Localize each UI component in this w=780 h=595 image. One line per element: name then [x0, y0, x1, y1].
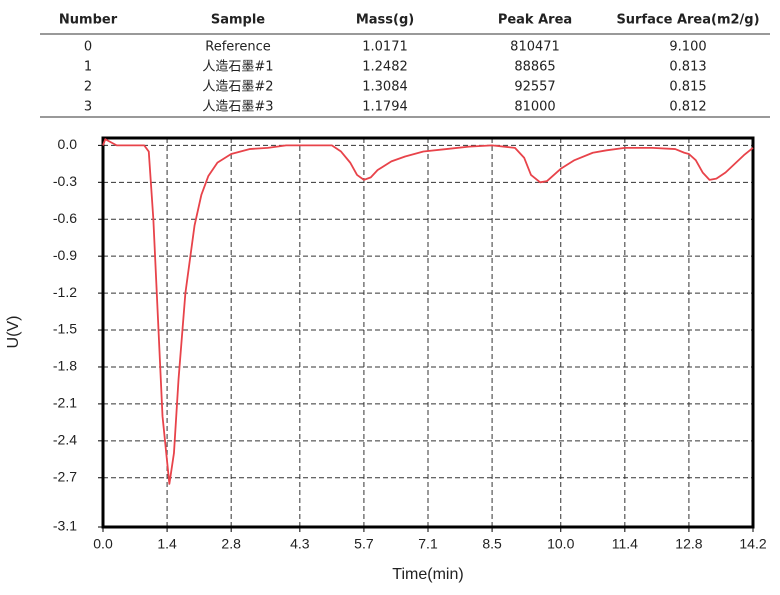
table-cell: 3 [84, 100, 92, 115]
x-tick-label: 0.0 [93, 536, 113, 552]
table-cell: 人造石墨#3 [202, 100, 273, 115]
table-cell: Reference [205, 40, 270, 55]
x-tick-label: 11.4 [612, 536, 638, 552]
x-tick-label: 12.8 [675, 536, 702, 552]
table-cell: 0 [84, 40, 92, 55]
x-axis-label: Time(min) [392, 566, 463, 583]
y-tick-label: -1.8 [53, 358, 77, 374]
table-cell: 2 [84, 80, 92, 95]
table-cell: 1.1794 [362, 100, 408, 115]
y-tick-label: -1.5 [53, 321, 77, 337]
x-tick-label: 1.4 [157, 536, 177, 552]
table-cell: 1.2482 [362, 60, 408, 75]
y-tick-label: -0.9 [53, 247, 77, 263]
table-cell: 1 [84, 60, 92, 75]
data-line [102, 138, 754, 485]
plot-frame [101, 136, 755, 529]
table-header: Surface Area(m2/g) [616, 13, 759, 28]
y-tick-label: -2.4 [53, 432, 77, 448]
y-axis-label: U(V) [5, 316, 22, 349]
table-cell: 810471 [510, 40, 560, 55]
x-tick-label: 4.3 [290, 536, 310, 552]
table-cell: 0.813 [669, 60, 706, 75]
table-header: Peak Area [498, 13, 572, 28]
y-tick-label: -1.2 [53, 284, 77, 300]
x-tick-label: 5.7 [354, 536, 374, 552]
table-cell: 人造石墨#2 [202, 80, 273, 95]
table-cell: 0.815 [669, 80, 706, 95]
y-tick-label: 0.0 [58, 136, 78, 152]
table-header: Number [59, 13, 118, 28]
table-header: Sample [211, 13, 265, 28]
x-tick-label: 8.5 [482, 536, 502, 552]
x-tick-label: 10.0 [547, 536, 574, 552]
y-tick-label: -0.6 [53, 210, 77, 226]
x-tick-label: 7.1 [418, 536, 438, 552]
table-cell: 92557 [514, 80, 555, 95]
table-cell: 88865 [514, 60, 555, 75]
y-tick-label: -0.3 [53, 173, 77, 189]
table-cell: 81000 [514, 100, 555, 115]
table-cell: 1.3084 [362, 80, 408, 95]
y-tick-label: -3.1 [53, 518, 77, 534]
table-cell: 人造石墨#1 [202, 60, 273, 75]
y-tick-label: -2.7 [53, 468, 77, 484]
table-header: Mass(g) [356, 13, 414, 28]
table-cell: 0.812 [669, 100, 706, 115]
table-cell: 9.100 [669, 40, 706, 55]
x-tick-label: 14.2 [739, 536, 766, 552]
table-cell: 1.0171 [362, 40, 408, 55]
x-tick-label: 2.8 [221, 536, 241, 552]
y-tick-label: -2.1 [53, 395, 77, 411]
